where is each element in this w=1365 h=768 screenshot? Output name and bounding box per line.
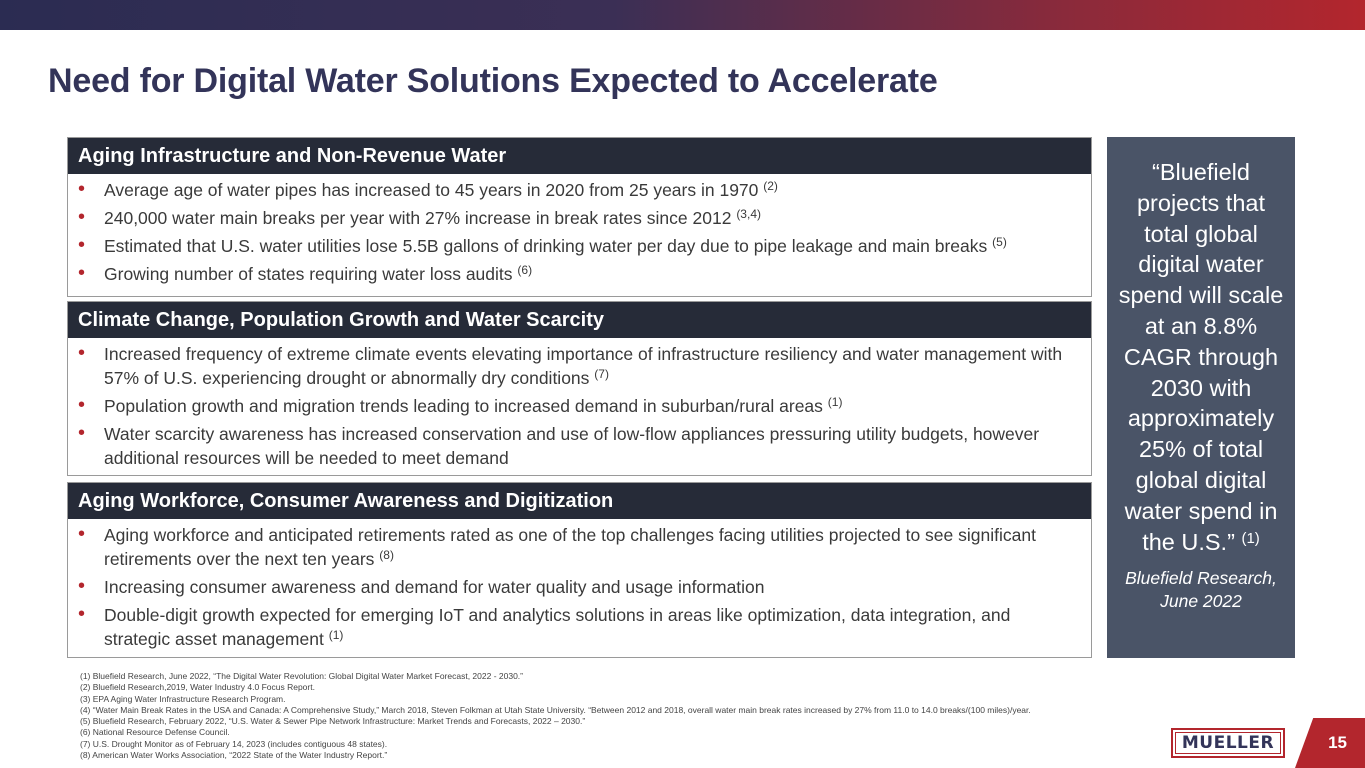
bullet-icon: • bbox=[78, 342, 86, 364]
bullet-item: • Increasing consumer awareness and deman… bbox=[78, 575, 765, 597]
footnotes: (1) Bluefield Research, June 2022, “The … bbox=[80, 671, 1180, 761]
footnote: (3) EPA Aging Water Infrastructure Resea… bbox=[80, 693, 286, 704]
mueller-logo: MUELLER bbox=[1171, 728, 1285, 758]
bullet-item: • Double-digit growth expected for emergi… bbox=[78, 603, 1011, 649]
bullet-item: • Water scarcity awareness has increased … bbox=[78, 422, 1040, 468]
top-banner bbox=[0, 0, 1365, 30]
logo-text: MUELLER bbox=[1181, 733, 1275, 753]
page-number-tab: 15 bbox=[1295, 718, 1365, 768]
footnote: (1) Bluefield Research, June 2022, “The … bbox=[80, 671, 523, 681]
section-aging-workforce: Aging Workforce, Consumer Awareness and … bbox=[67, 482, 1092, 658]
section-heading: Aging Infrastructure and Non-Revenue Wat… bbox=[68, 138, 1091, 174]
bullet-item: • Increased frequency of extreme climate … bbox=[78, 342, 1063, 388]
bullet-icon: • bbox=[78, 603, 86, 625]
bullet-icon: • bbox=[78, 422, 86, 444]
section-heading: Climate Change, Population Growth and Wa… bbox=[68, 302, 1091, 338]
bullet-icon: • bbox=[78, 575, 86, 597]
bullet-item: • Aging workforce and anticipated retirem… bbox=[78, 523, 1036, 569]
section-aging-infrastructure: Aging Infrastructure and Non-Revenue Wat… bbox=[67, 137, 1092, 297]
bullet-icon: • bbox=[78, 262, 86, 284]
quote-callout: “Bluefield projects that total global di… bbox=[1107, 137, 1295, 658]
footnote: (5) Bluefield Research, February 2022, “… bbox=[80, 716, 586, 727]
footnote: (7) U.S. Drought Monitor as of February … bbox=[80, 738, 388, 749]
bullet-item: • 240,000 water main breaks per year with… bbox=[78, 206, 761, 228]
bullet-icon: • bbox=[78, 234, 86, 256]
bullet-item: • Growing number of states requiring wate… bbox=[78, 262, 533, 284]
section-heading: Aging Workforce, Consumer Awareness and … bbox=[68, 483, 1091, 519]
page-number: 15 bbox=[1328, 733, 1347, 752]
bullet-icon: • bbox=[78, 394, 86, 416]
bullet-item: • Average age of water pipes has increase… bbox=[78, 178, 778, 200]
quote-source: Bluefield Research, June 2022 bbox=[1125, 568, 1277, 612]
bullet-item: • Estimated that U.S. water utilities los… bbox=[78, 234, 1007, 256]
bullet-icon: • bbox=[78, 178, 86, 200]
footnote: (4) “Water Main Break Rates in the USA a… bbox=[80, 704, 1031, 715]
quote-text: “Bluefield projects that total global di… bbox=[1118, 159, 1284, 555]
footnote: (8) American Water Works Association, “2… bbox=[80, 750, 388, 761]
bullet-item: • Population growth and migration trends … bbox=[78, 394, 843, 416]
footnote: (2) Bluefield Research,2019, Water Indus… bbox=[80, 682, 315, 693]
bullet-icon: • bbox=[78, 523, 86, 545]
footnote: (6) National Resource Defense Council. bbox=[80, 727, 230, 738]
section-climate-change: Climate Change, Population Growth and Wa… bbox=[67, 301, 1092, 476]
page-title: Need for Digital Water Solutions Expecte… bbox=[48, 62, 938, 100]
bullet-icon: • bbox=[78, 206, 86, 228]
